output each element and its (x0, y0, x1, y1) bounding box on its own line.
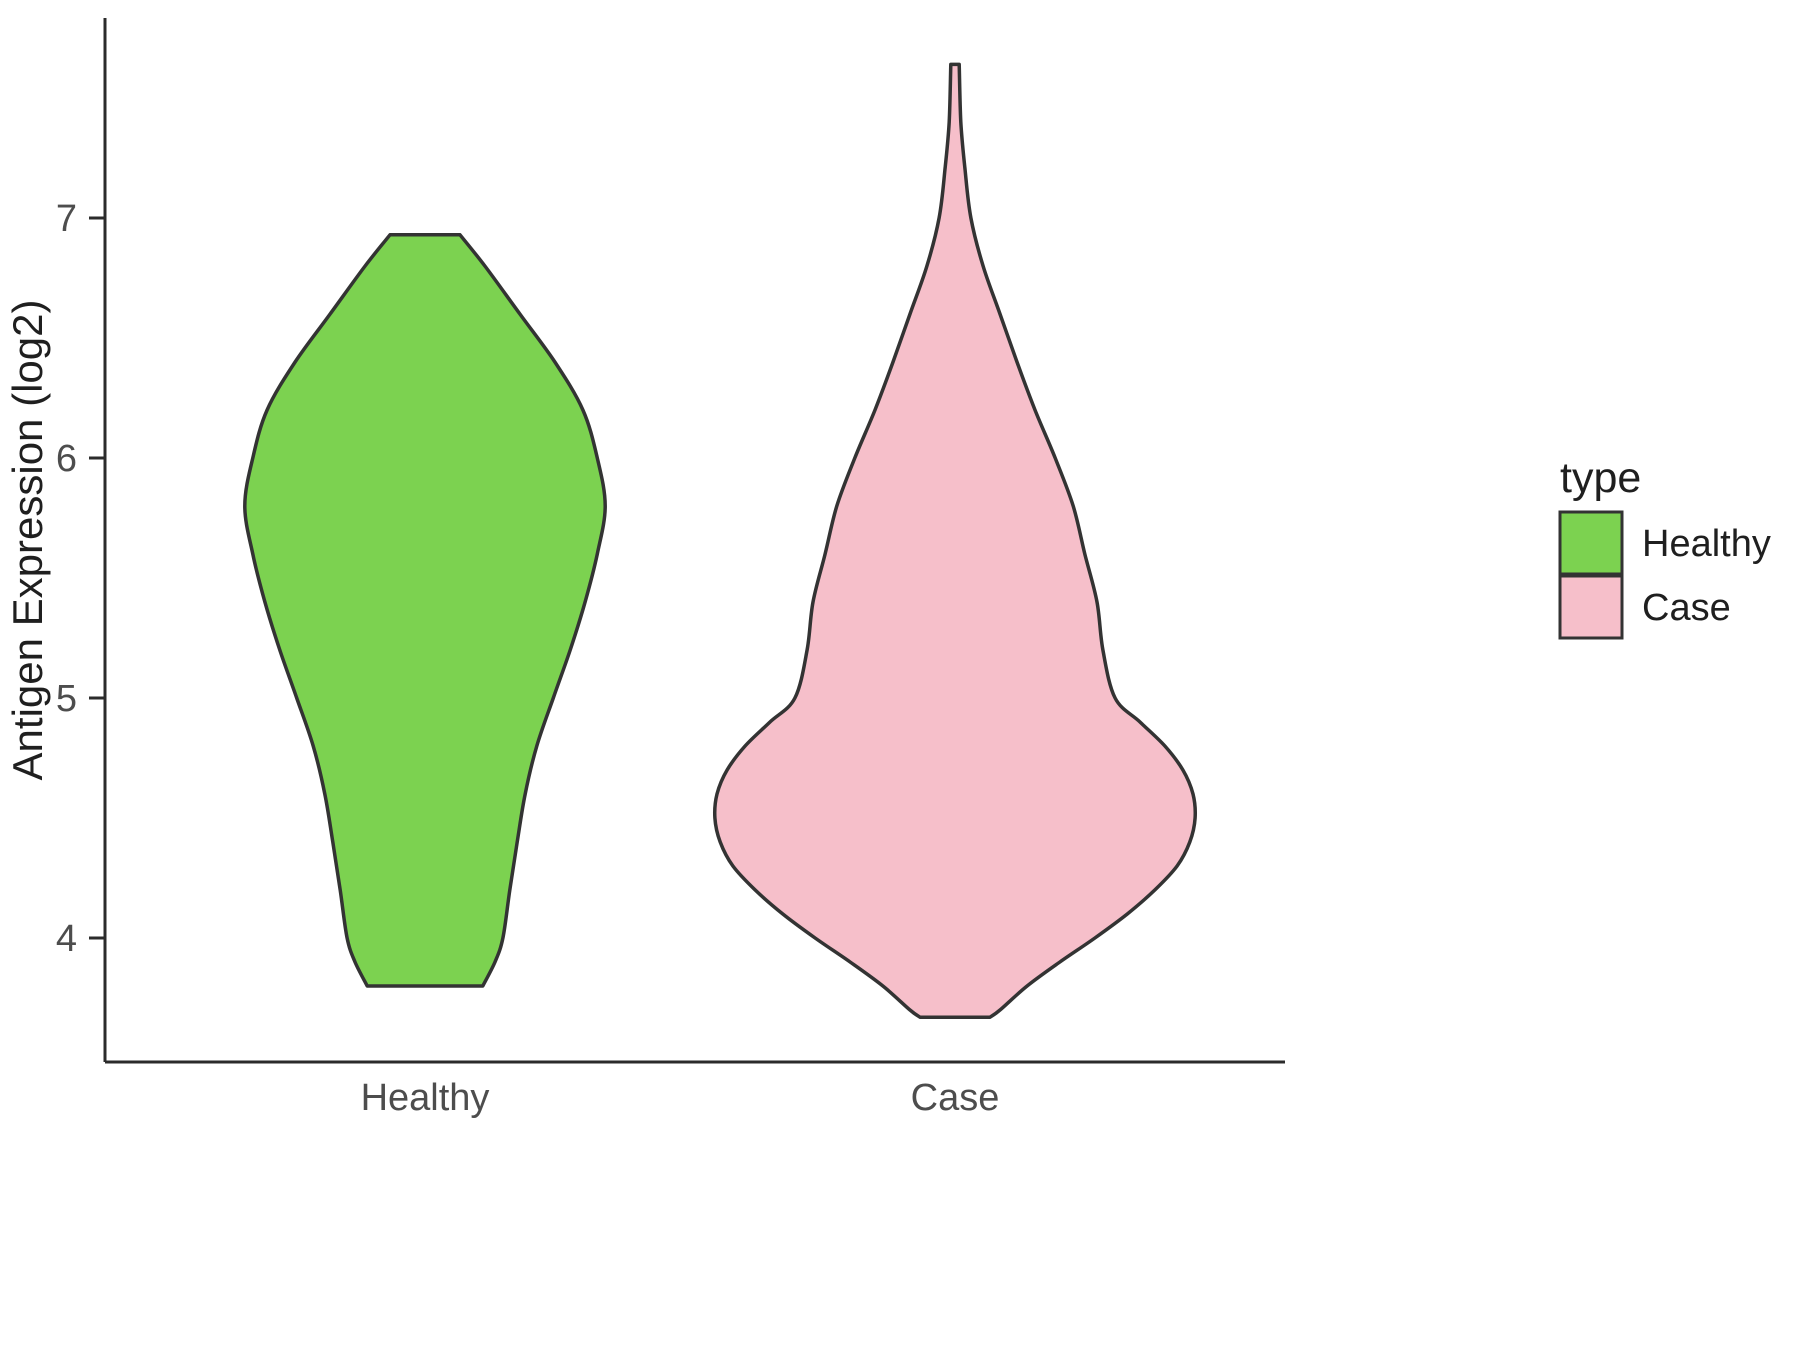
legend: type Healthy Case (1558, 454, 1771, 640)
y-axis-title: Antigen Expression (log2) (4, 300, 51, 781)
y-tick-label: 7 (56, 198, 77, 240)
x-axis-labels: Healthy Case (361, 1077, 1000, 1119)
y-tick-label: 4 (56, 918, 77, 960)
violins (243, 62, 1198, 1019)
violin-healthy (243, 233, 607, 988)
legend-title: type (1560, 454, 1641, 502)
legend-label: Case (1642, 587, 1731, 629)
y-tick-label: 5 (56, 678, 77, 720)
x-category-label: Case (911, 1077, 1000, 1119)
legend-label: Healthy (1642, 523, 1771, 565)
axes: 4 5 6 7 (56, 18, 1285, 1064)
legend-key-case (1558, 574, 1624, 640)
x-category-label: Healthy (361, 1077, 490, 1119)
violin-case (712, 62, 1198, 1019)
legend-key-healthy (1558, 510, 1624, 576)
y-tick-label: 6 (56, 438, 77, 480)
